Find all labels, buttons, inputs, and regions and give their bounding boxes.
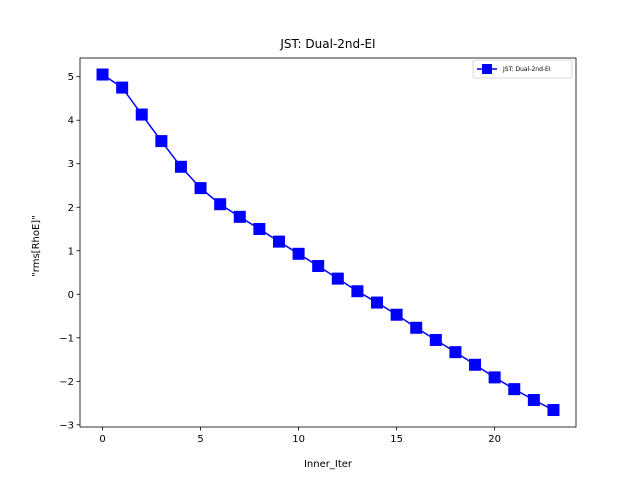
data-point xyxy=(547,404,560,417)
data-point xyxy=(96,68,109,81)
y-axis-label: "rms[RhoE]" xyxy=(31,215,42,277)
data-point xyxy=(371,296,384,309)
y-tick-label: −1 xyxy=(59,333,74,344)
legend-box xyxy=(472,59,573,79)
data-point xyxy=(155,135,168,148)
y-tick-label: 5 xyxy=(68,72,74,83)
y-tick-label: 4 xyxy=(68,116,74,127)
data-point xyxy=(253,223,266,236)
data-point xyxy=(351,285,364,298)
axes-frame xyxy=(79,57,577,428)
data-point xyxy=(410,321,423,334)
data-point xyxy=(527,394,540,407)
y-tick-label: 1 xyxy=(68,246,74,257)
data-point xyxy=(135,108,148,121)
data-point xyxy=(194,182,207,195)
data-point xyxy=(469,358,482,371)
legend: JST: Dual-2nd-EI xyxy=(472,59,573,79)
y-tick-label: 0 xyxy=(68,290,74,301)
data-point xyxy=(312,260,325,272)
chart-title: JST: Dual-2nd-EI xyxy=(279,37,375,51)
data-point xyxy=(174,160,187,173)
data-point xyxy=(272,235,285,248)
y-tick-label: −3 xyxy=(59,420,74,431)
x-tick-label: 20 xyxy=(488,434,501,445)
data-point xyxy=(488,371,501,384)
data-point xyxy=(292,247,305,260)
x-tick-label: 5 xyxy=(197,434,203,445)
data-point xyxy=(233,210,246,223)
data-point xyxy=(331,272,344,285)
data-point xyxy=(429,333,442,346)
y-tick-label: 2 xyxy=(68,203,74,214)
x-tick-label: 15 xyxy=(390,434,403,445)
legend-marker xyxy=(482,64,492,74)
plot-area: 0 5 10 15 20 −3 −2 −1 0 1 2 3 4 5 xyxy=(59,57,577,445)
y-tick-label: −2 xyxy=(59,377,74,388)
data-point xyxy=(116,81,129,94)
data-point xyxy=(449,346,462,359)
data-point xyxy=(214,198,227,211)
legend-label: JST: Dual-2nd-EI xyxy=(502,66,551,73)
x-tick-label: 0 xyxy=(99,434,105,445)
x-axis-label: Inner_Iter xyxy=(304,459,353,470)
y-tick-label: 3 xyxy=(68,159,74,170)
data-point xyxy=(390,308,403,321)
data-point xyxy=(508,383,521,396)
x-tick-label: 10 xyxy=(292,434,305,445)
